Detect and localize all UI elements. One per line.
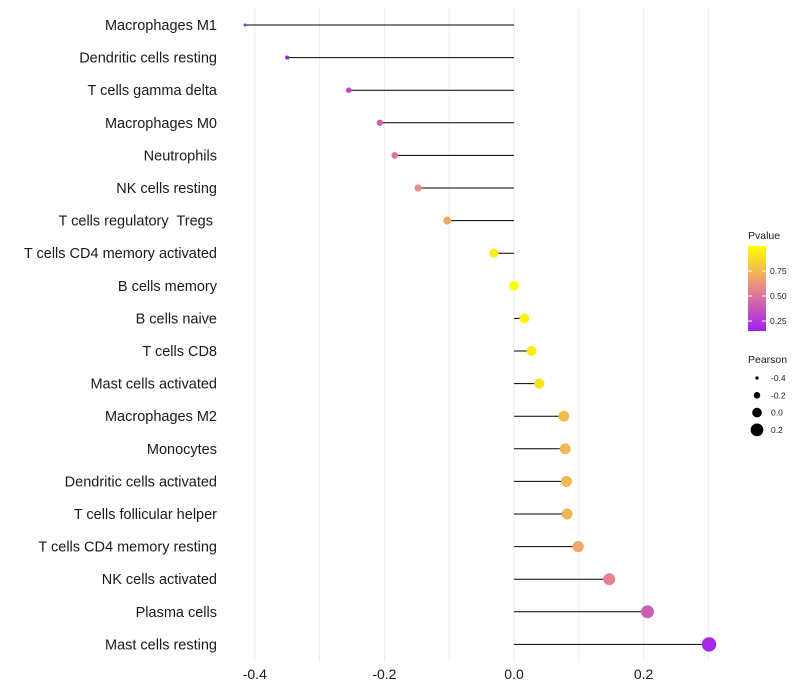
point-2 xyxy=(345,87,352,93)
category-label: Macrophages M0 xyxy=(105,116,217,132)
pearson-key-label: -0.2 xyxy=(771,390,786,400)
pvalue-tick-label: 0.75 xyxy=(770,266,787,276)
point-18 xyxy=(641,605,654,619)
point-19 xyxy=(701,637,717,652)
point-16 xyxy=(572,541,584,553)
x-tick-label: 0.2 xyxy=(634,666,654,682)
pvalue-legend-ticks: 0.25 0.50 0.75 xyxy=(748,266,787,326)
x-tick-label: -0.2 xyxy=(372,666,396,682)
point-10 xyxy=(526,345,537,357)
pearson-key-label: -0.4 xyxy=(771,373,786,383)
stem-layer xyxy=(245,24,710,645)
point-4 xyxy=(391,152,399,159)
category-label: Neutrophils xyxy=(144,148,217,164)
x-tick-label: 0.0 xyxy=(504,666,524,682)
point-9 xyxy=(519,313,530,324)
category-label: T cells CD4 memory resting xyxy=(38,540,217,556)
category-label: NK cells resting xyxy=(116,181,217,197)
category-label: Mast cells activated xyxy=(90,377,217,393)
point-17 xyxy=(603,573,616,586)
category-label: Monocytes xyxy=(147,442,217,458)
pearson-key-dot xyxy=(753,392,761,399)
point-1 xyxy=(285,55,290,60)
pearson-key-label: 0.0 xyxy=(771,408,783,418)
point-13 xyxy=(559,443,571,455)
point-11 xyxy=(534,378,545,389)
category-label: Mast cells resting xyxy=(105,637,217,653)
category-label: B cells memory xyxy=(118,279,218,295)
pvalue-tick-label: 0.25 xyxy=(770,316,787,326)
pearson-key-dot xyxy=(752,407,762,418)
category-label: Plasma cells xyxy=(136,605,217,621)
pearson-key-dot xyxy=(755,376,759,380)
category-label: Macrophages M2 xyxy=(105,409,217,425)
pearson-key-label: 0.2 xyxy=(771,425,783,435)
point-6 xyxy=(443,216,452,225)
pvalue-legend-title: Pvalue xyxy=(748,230,780,242)
pearson-legend-keys: -0.4 -0.2 0.0 0.2 xyxy=(750,373,786,437)
category-label: T cells regulatory Tregs xyxy=(59,214,218,230)
point-3 xyxy=(376,119,384,126)
x-axis-ticks: -0.4 -0.2 0.0 0.2 xyxy=(243,666,654,682)
category-label: Macrophages M1 xyxy=(105,18,217,34)
point-0 xyxy=(243,23,247,27)
category-label: B cells naive xyxy=(136,311,217,327)
point-14 xyxy=(561,475,572,487)
pvalue-tick-label: 0.50 xyxy=(770,291,787,301)
category-labels: Macrophages M1 Dendritic cells resting T c… xyxy=(24,18,218,653)
x-tick-label: -0.4 xyxy=(243,666,267,682)
category-label: T cells CD8 xyxy=(142,344,217,360)
category-label: T cells follicular helper xyxy=(74,507,217,523)
point-7 xyxy=(489,248,499,258)
dot-layer xyxy=(243,23,717,652)
category-label: Dendritic cells activated xyxy=(65,474,217,490)
pearson-key-dot xyxy=(750,423,764,437)
category-label: NK cells activated xyxy=(102,572,217,588)
point-15 xyxy=(561,508,573,520)
category-label: T cells gamma delta xyxy=(88,83,218,99)
pearson-legend-title: Pearson xyxy=(748,354,787,366)
grid-layer xyxy=(254,8,709,662)
point-8 xyxy=(509,280,519,291)
point-5 xyxy=(414,184,422,192)
legend: Pvalue 0.25 0.50 0.75 Pearson -0.4 -0.2 0.0 0… xyxy=(748,230,787,437)
point-12 xyxy=(558,410,570,422)
category-label: Dendritic cells resting xyxy=(79,51,217,67)
category-label: T cells CD4 memory activated xyxy=(24,246,217,262)
pvalue-colorbar xyxy=(748,246,766,331)
